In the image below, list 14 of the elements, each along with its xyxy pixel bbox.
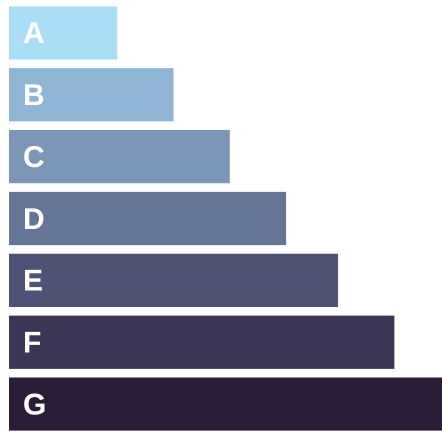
y-tick-label: F [23, 326, 42, 360]
bar [9, 130, 230, 184]
y-tick-label: G [23, 388, 46, 422]
y-tick-label: B [23, 79, 45, 112]
bar [9, 192, 286, 246]
bar [9, 68, 174, 122]
y-tick-label: D [23, 202, 45, 236]
y-tick-label: E [23, 264, 44, 298]
bar [9, 254, 338, 307]
bar [9, 316, 394, 369]
bar [9, 377, 442, 431]
y-tick-label: A [23, 17, 45, 50]
bar [9, 6, 118, 60]
y-tick-label: C [23, 140, 45, 174]
